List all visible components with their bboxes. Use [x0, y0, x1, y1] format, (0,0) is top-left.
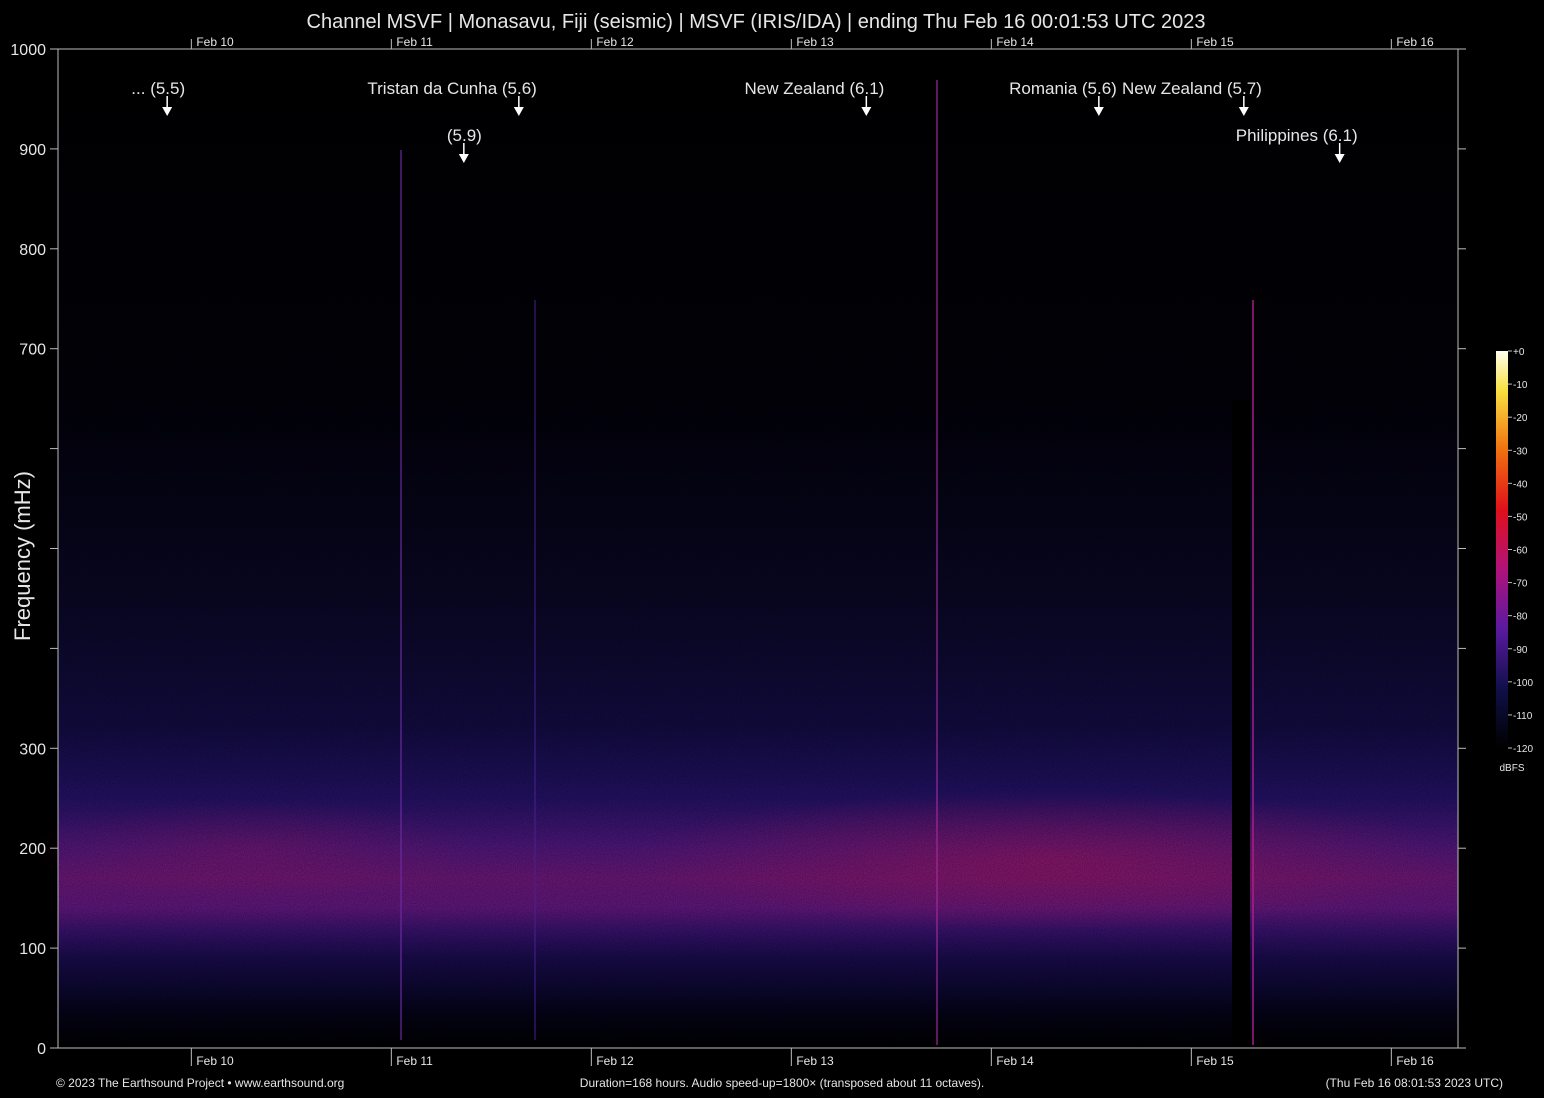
colorbar-tick-label: -50	[1513, 512, 1528, 523]
footer-right: (Thu Feb 16 08:01:53 2023 UTC)	[1326, 1076, 1503, 1090]
annotation-label: Romania (5.6)	[1009, 79, 1117, 98]
annotation-arrowhead	[861, 107, 872, 116]
y-tick-label: 1000	[10, 42, 46, 59]
footer-center: Duration=168 hours. Audio speed-up=1800×…	[580, 1076, 984, 1090]
x-tick-label: Feb 15	[1196, 1054, 1234, 1068]
x-tick-label-top: Feb 14	[996, 35, 1034, 49]
x-tick-label-top: Feb 15	[1196, 35, 1234, 49]
x-tick-label: Feb 14	[996, 1054, 1034, 1068]
y-tick-label: 800	[19, 242, 46, 259]
colorbar-tick-label: -70	[1513, 579, 1528, 590]
x-tick-label-top: Feb 13	[796, 35, 834, 49]
colorbar-tick-label: -60	[1513, 546, 1528, 557]
y-tick-label: 700	[19, 342, 46, 359]
x-tick-label-top: Feb 12	[596, 35, 634, 49]
x-tick-label-top: Feb 16	[1396, 35, 1434, 49]
annotation-label: ... (5.5)	[131, 79, 185, 98]
y-tick-label: 100	[19, 941, 46, 958]
y-axis-label: Frequency (mHz)	[10, 471, 35, 641]
spectrogram	[30, 49, 1470, 1048]
colorbar-tick-label: -10	[1513, 380, 1528, 391]
y-tick-label: 0	[37, 1041, 46, 1058]
x-tick-label: Feb 12	[596, 1054, 634, 1068]
annotation-arrowhead	[1093, 107, 1104, 116]
annotation-arrowhead	[458, 154, 469, 163]
x-tick-label: Feb 16	[1396, 1054, 1434, 1068]
annotation-arrowhead	[513, 107, 524, 116]
annotation-label: New Zealand (6.1)	[744, 79, 884, 98]
annotation-label: (5.9)	[447, 126, 482, 145]
colorbar-label: dBFS	[1499, 763, 1524, 774]
footer-left: © 2023 The Earthsound Project • www.eart…	[56, 1076, 344, 1090]
colorbar-tick-label: -110	[1513, 711, 1533, 722]
x-tick-label-top: Feb 10	[196, 35, 234, 49]
annotation-label: Philippines (6.1)	[1236, 126, 1358, 145]
x-tick-label: Feb 10	[196, 1054, 234, 1068]
chart-title: Channel MSVF | Monasavu, Fiji (seismic) …	[307, 11, 1206, 33]
colorbar-tick-label: -120	[1513, 744, 1533, 755]
annotation-label: New Zealand (5.7)	[1122, 79, 1262, 98]
annotation-arrowhead	[1238, 107, 1249, 116]
colorbar	[1496, 351, 1508, 748]
colorbar-tick-label: -20	[1513, 413, 1528, 424]
y-tick-label: 300	[19, 741, 46, 758]
annotation-label: Tristan da Cunha (5.6)	[367, 79, 536, 98]
colorbar-tick-label: -80	[1513, 612, 1528, 623]
colorbar-tick-label: +0	[1513, 347, 1525, 358]
colorbar-tick-label: -40	[1513, 479, 1528, 490]
y-tick-label: 900	[19, 142, 46, 159]
colorbar-tick-label: -90	[1513, 645, 1528, 656]
annotation-arrowhead	[1334, 154, 1345, 163]
x-tick-label: Feb 11	[396, 1054, 433, 1068]
colorbar-tick-label: -100	[1513, 678, 1533, 689]
y-tick-label: 200	[19, 841, 46, 858]
colorbar-tick-label: -30	[1513, 446, 1528, 457]
x-tick-label-top: Feb 11	[396, 35, 433, 49]
x-tick-label: Feb 13	[796, 1054, 834, 1068]
annotation-arrowhead	[162, 107, 173, 116]
